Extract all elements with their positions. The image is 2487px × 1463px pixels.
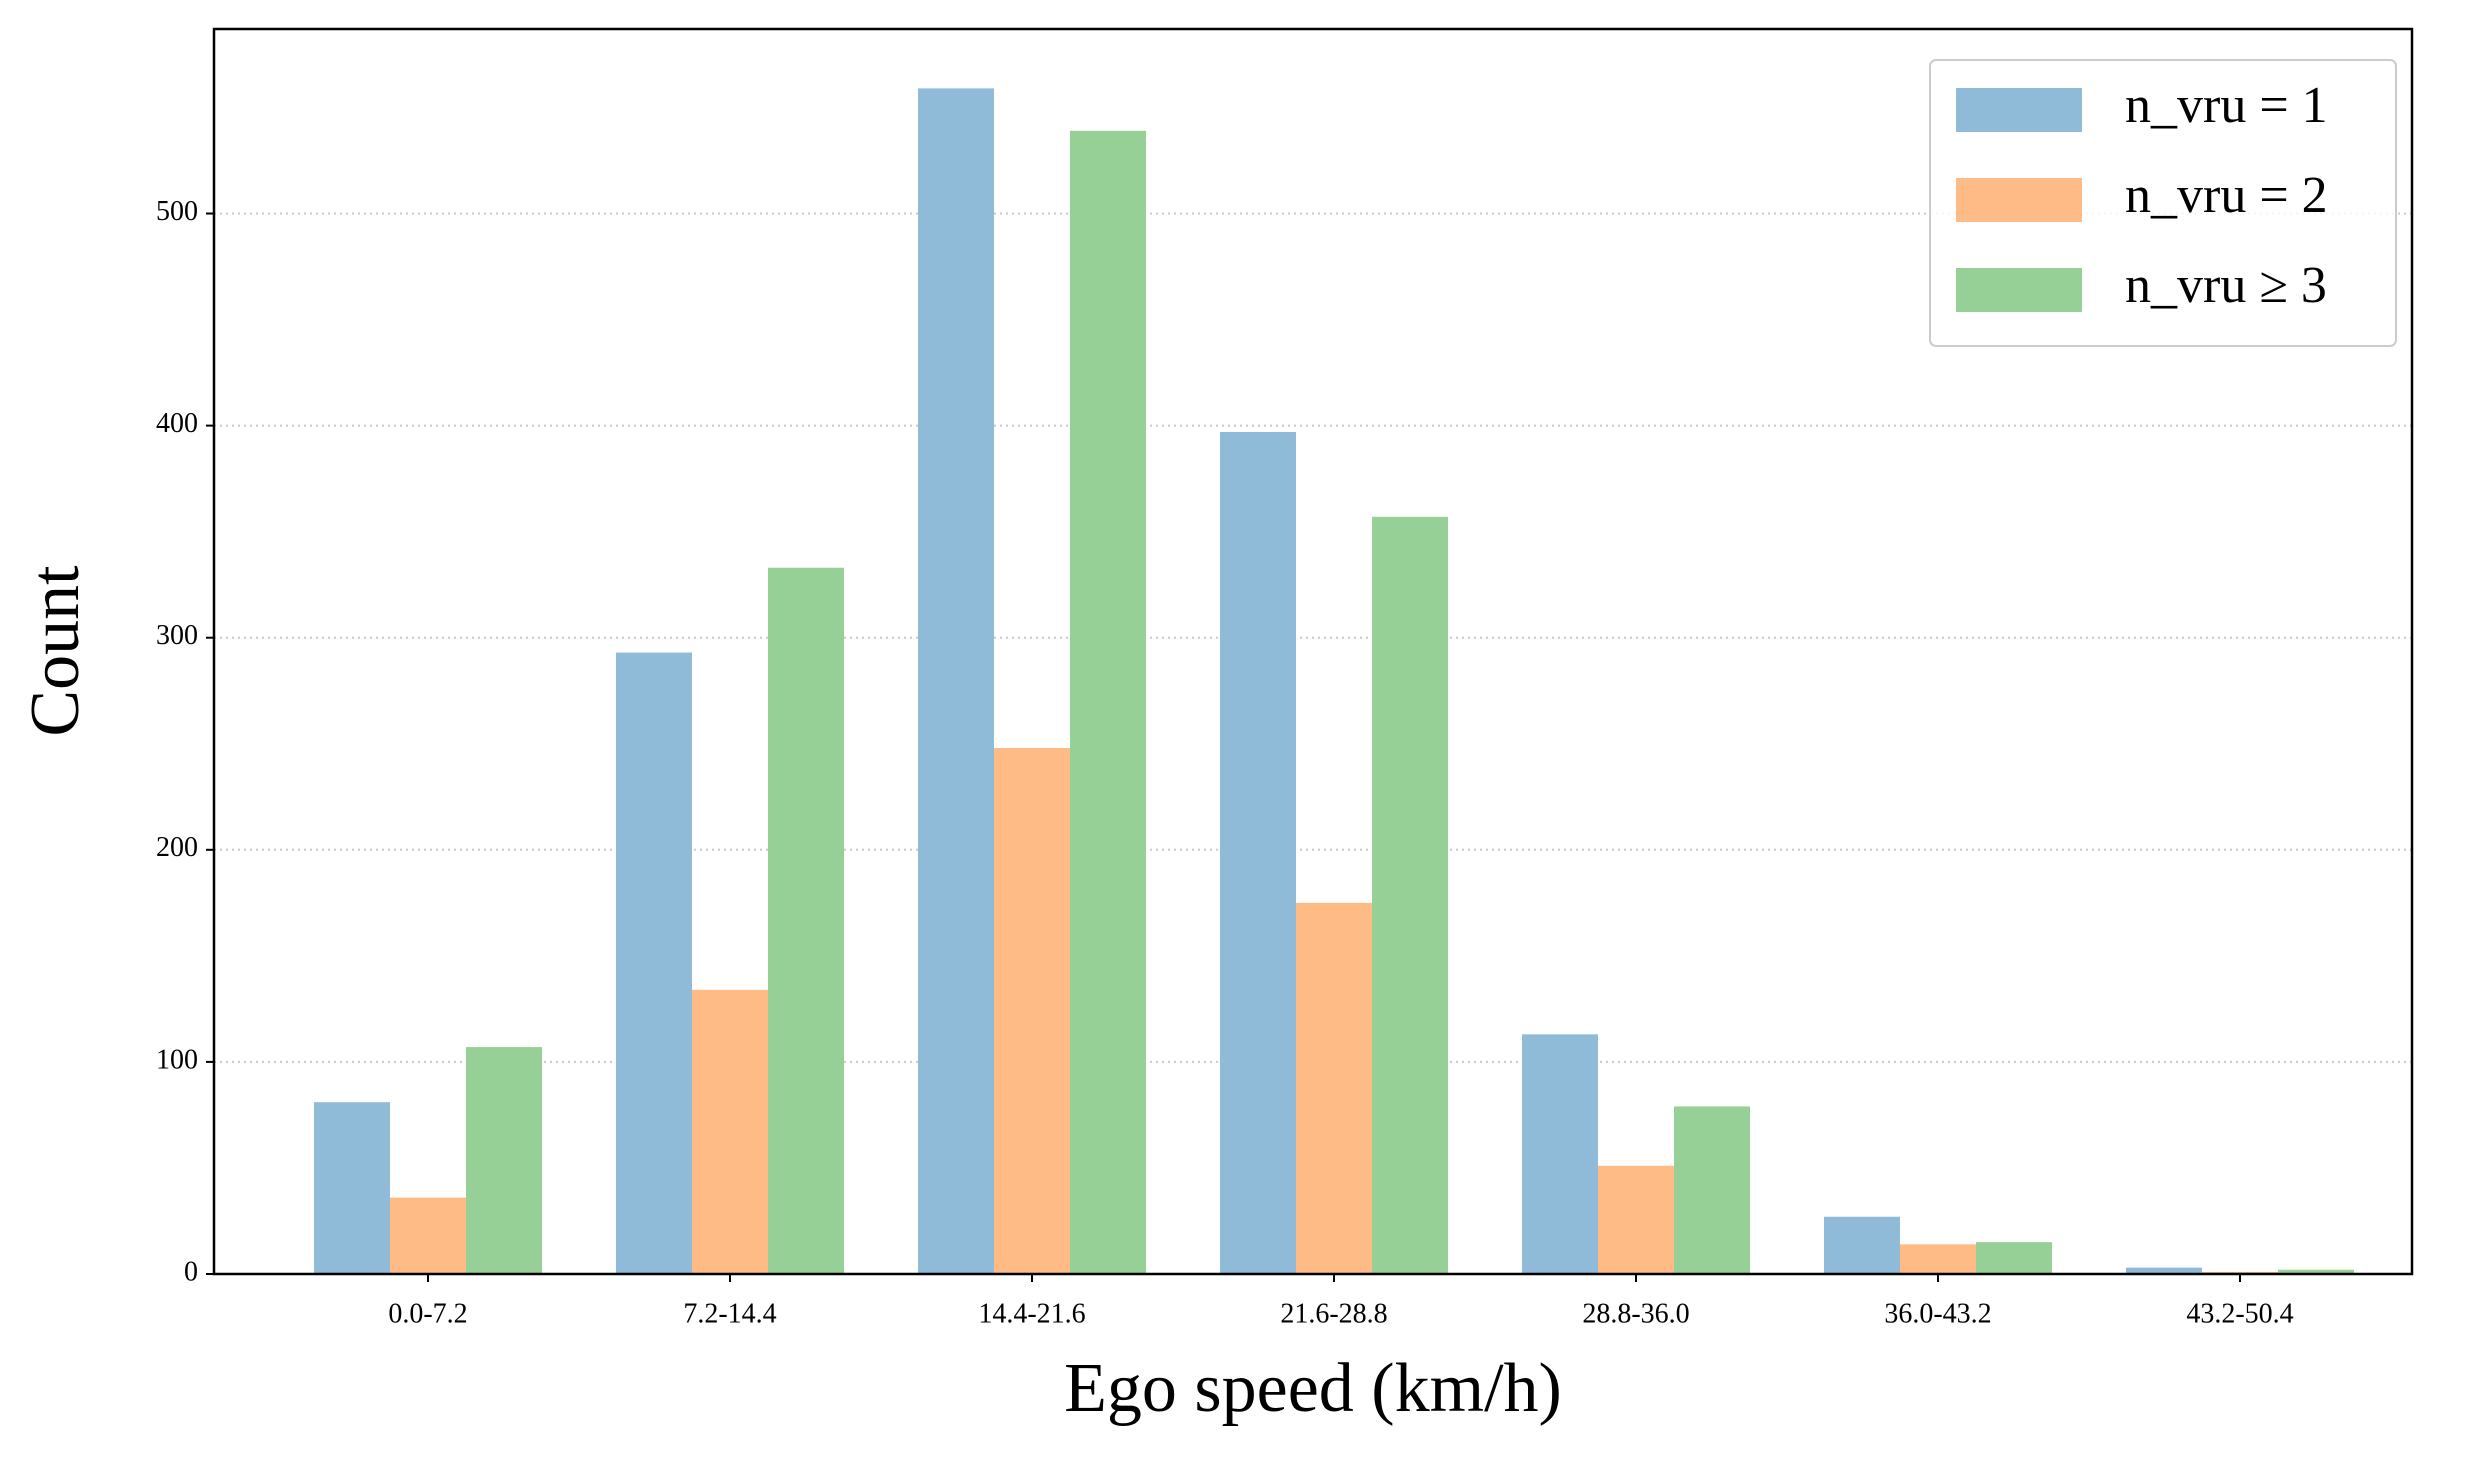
legend-label: n_vru = 2 [2125, 167, 2328, 224]
legend-label: n_vru = 1 [2125, 77, 2328, 134]
y-axis-label: Count [17, 565, 94, 737]
bar [1900, 1244, 1976, 1274]
bar [2278, 1269, 2354, 1274]
bar [1976, 1242, 2052, 1274]
bar [1522, 1034, 1598, 1274]
bar [1372, 516, 1448, 1274]
bar [768, 567, 844, 1274]
bar [1824, 1216, 1900, 1274]
legend-swatch [1956, 268, 2082, 312]
legend-swatch [1956, 178, 2082, 222]
x-tick-label: 36.0-43.2 [1884, 1298, 1991, 1329]
bar [616, 652, 692, 1274]
y-tick-label: 100 [156, 1044, 198, 1075]
bar [918, 88, 994, 1274]
bar [314, 1102, 390, 1274]
bar [1220, 431, 1296, 1274]
legend: n_vru = 1 n_vru = 2 n_vru ≥ 3 [1929, 59, 2397, 347]
bar [1296, 902, 1372, 1274]
y-tick-label: 300 [156, 620, 198, 651]
legend-label: n_vru ≥ 3 [2125, 257, 2327, 314]
plot-frame [212, 27, 2414, 1276]
bar [1674, 1106, 1750, 1274]
x-tick-label: 28.8-36.0 [1582, 1298, 1689, 1329]
legend-swatch [1956, 88, 2082, 132]
x-tick-label: 7.2-14.4 [683, 1298, 776, 1329]
x-axis-label: Ego speed (km/h) [1064, 1350, 1562, 1427]
x-tick-label: 21.6-28.8 [1280, 1298, 1387, 1329]
bar [2126, 1267, 2202, 1274]
y-tick-label: 400 [156, 408, 198, 439]
bar [1070, 130, 1146, 1274]
bar [390, 1197, 466, 1274]
bar [1598, 1165, 1674, 1274]
bar [692, 989, 768, 1274]
x-tick-label: 14.4-21.6 [978, 1298, 1085, 1329]
x-tick-label: 43.2-50.4 [2186, 1298, 2293, 1329]
x-tick-label: 0.0-7.2 [388, 1298, 467, 1329]
bar [994, 748, 1070, 1274]
bar [466, 1047, 542, 1274]
y-tick-label: 200 [156, 832, 198, 863]
y-tick-label: 500 [156, 196, 198, 227]
y-tick-label: 0 [184, 1256, 198, 1287]
